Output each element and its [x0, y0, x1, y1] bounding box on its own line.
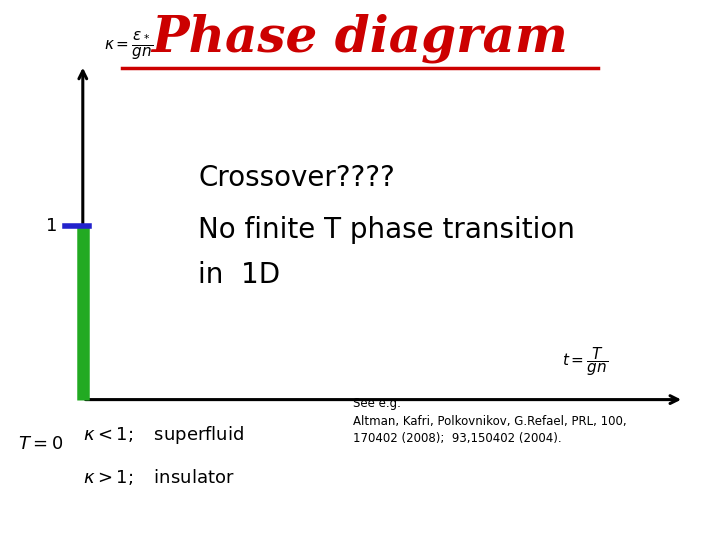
- Text: $\kappa > 1;$   insulator: $\kappa > 1;$ insulator: [83, 467, 235, 487]
- Text: $t = \dfrac{T}{gn}$: $t = \dfrac{T}{gn}$: [562, 346, 608, 378]
- Text: No finite T phase transition: No finite T phase transition: [198, 215, 575, 244]
- Text: Altman, Kafri, Polkovnikov, G.Refael, PRL, 100,
170402 (2008);  93,150402 (2004): Altman, Kafri, Polkovnikov, G.Refael, PR…: [353, 415, 626, 445]
- Text: $T=0$: $T=0$: [18, 435, 63, 453]
- Text: See e.g.: See e.g.: [353, 397, 400, 410]
- Text: Crossover????: Crossover????: [198, 164, 395, 192]
- Text: Phase diagram: Phase diagram: [152, 13, 568, 63]
- Text: 1: 1: [46, 217, 58, 234]
- Text: $\kappa < 1;$   superfluid: $\kappa < 1;$ superfluid: [83, 424, 244, 446]
- Text: in  1D: in 1D: [198, 261, 280, 289]
- Text: $\kappa = \dfrac{\varepsilon_*}{gn}$: $\kappa = \dfrac{\varepsilon_*}{gn}$: [104, 30, 153, 62]
